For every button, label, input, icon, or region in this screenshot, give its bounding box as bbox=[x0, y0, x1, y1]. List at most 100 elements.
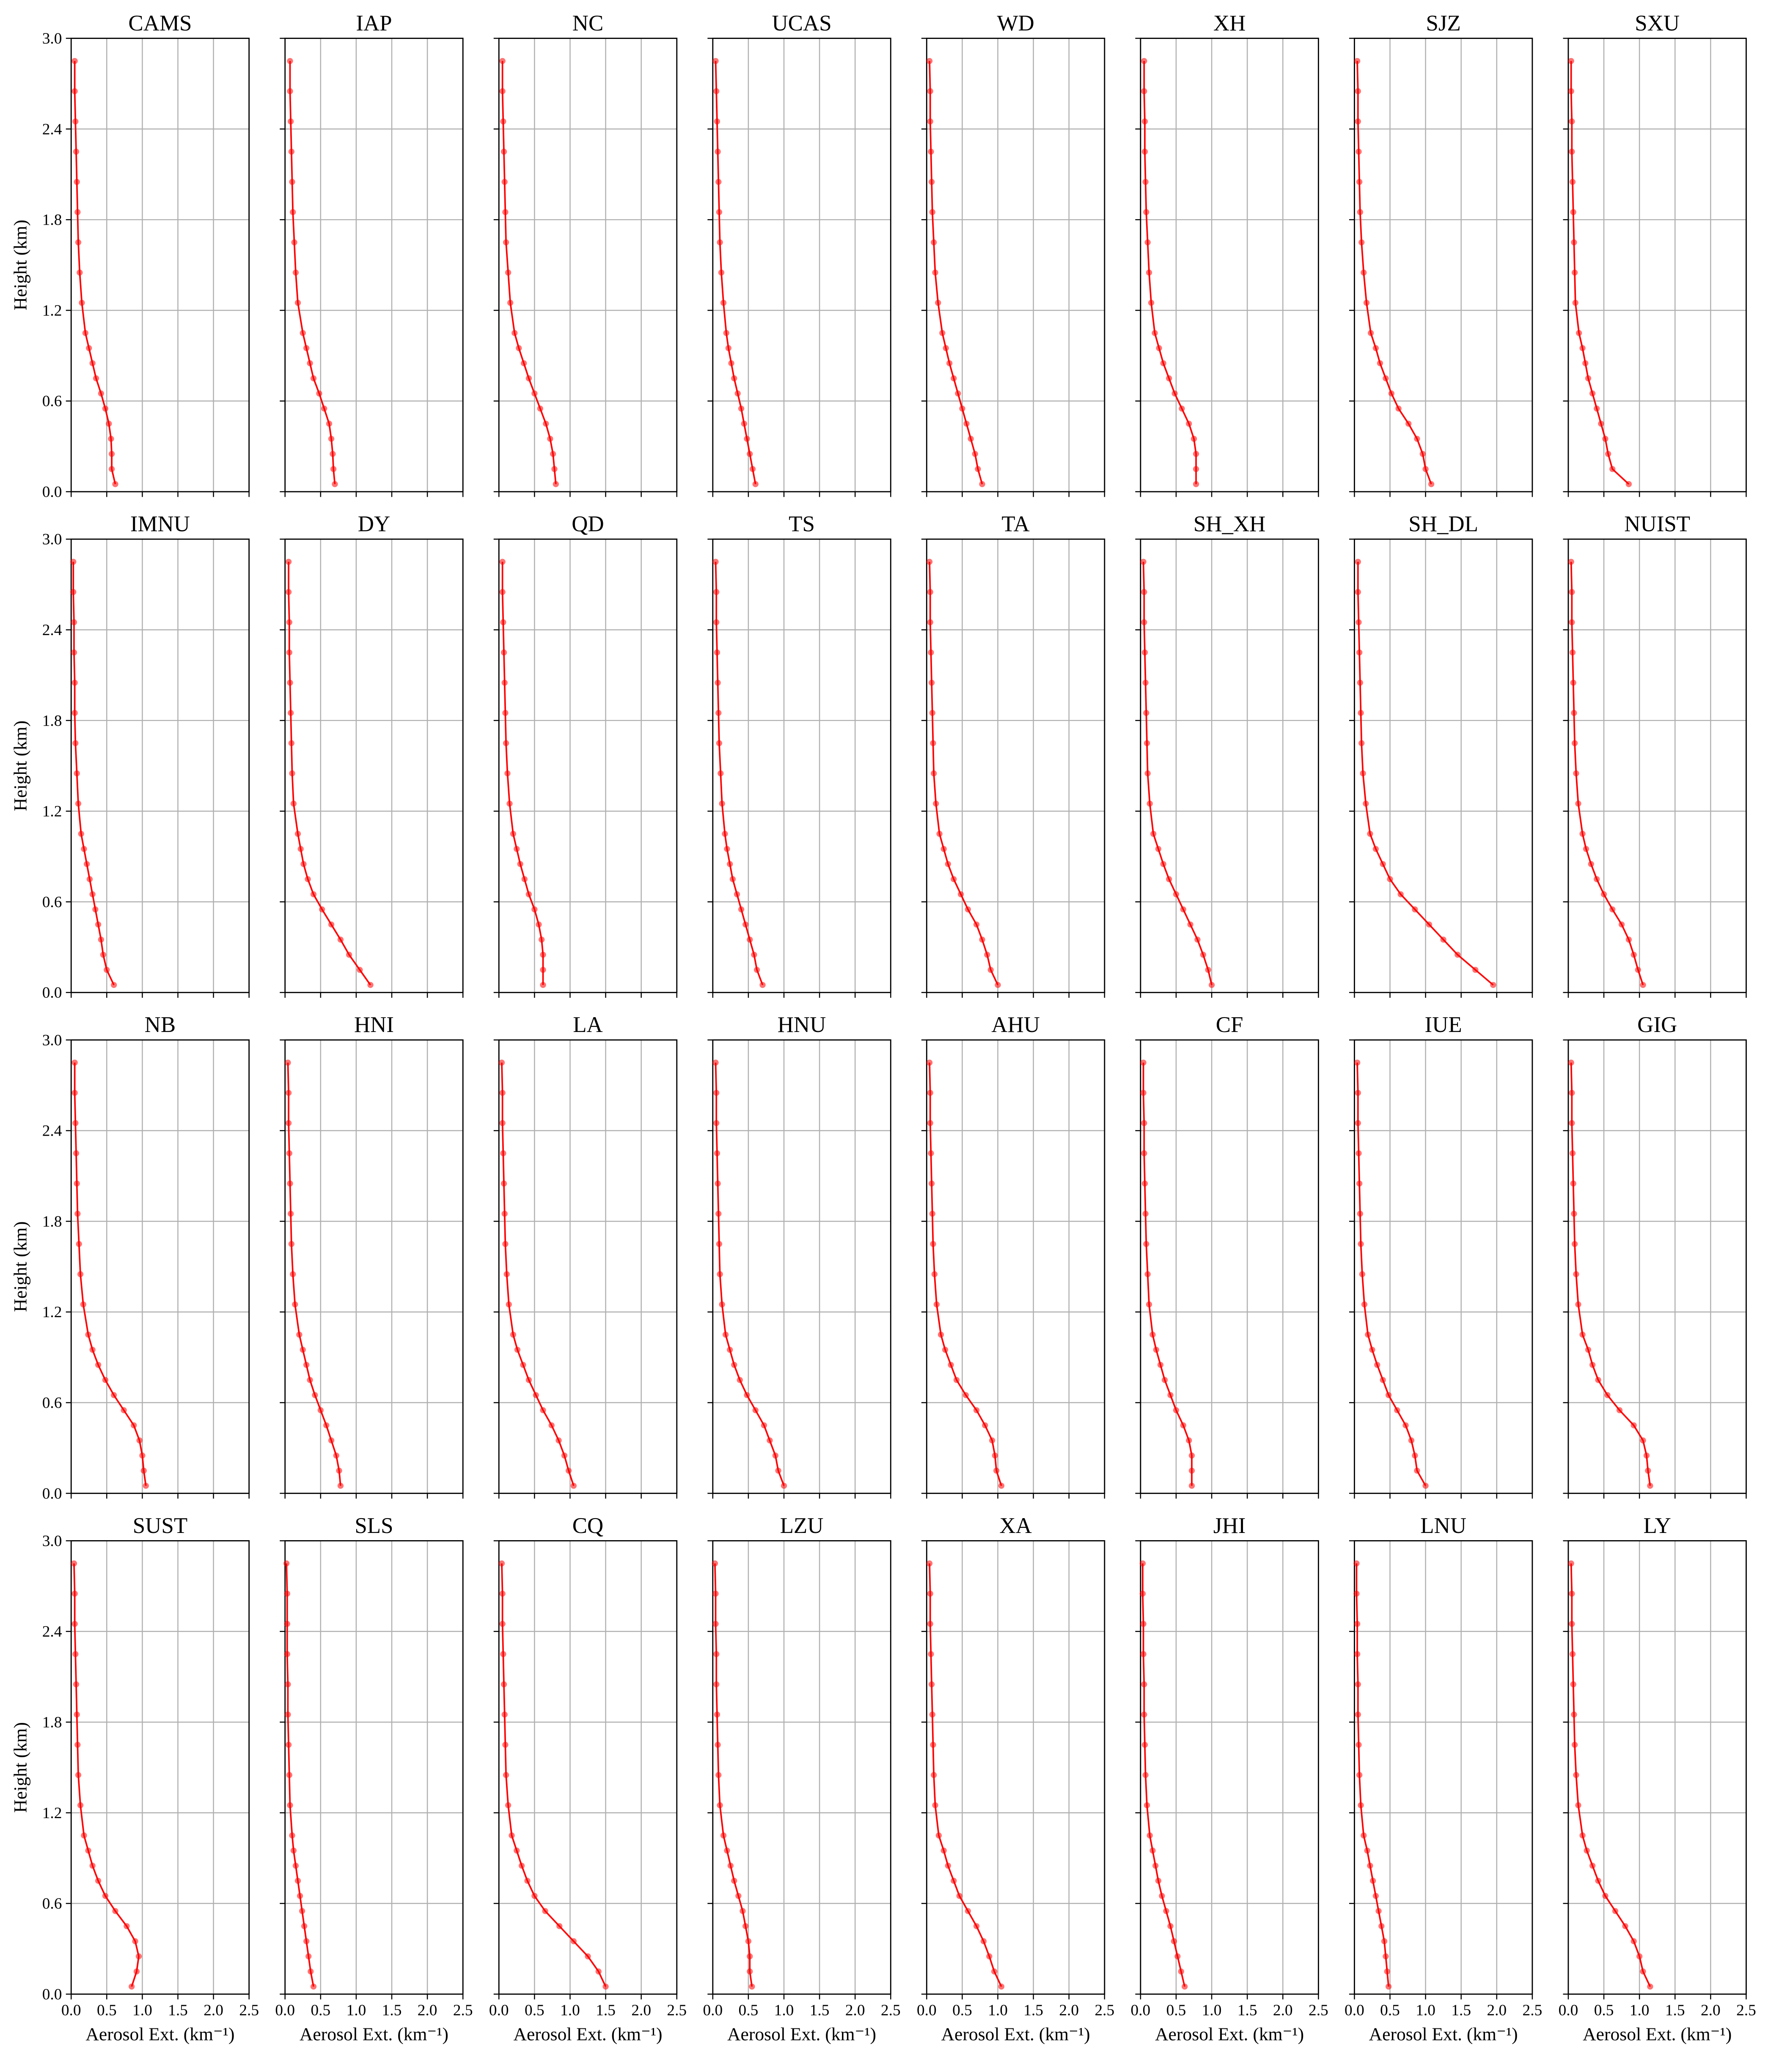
profile-point bbox=[1575, 1301, 1581, 1308]
profile-line bbox=[501, 1062, 575, 1486]
profile-point bbox=[986, 1953, 993, 1959]
profile-point bbox=[303, 1938, 310, 1945]
profile-point bbox=[712, 1590, 719, 1597]
profile-point bbox=[1584, 1847, 1590, 1854]
x-tick-label: 1.0 bbox=[132, 2002, 152, 2019]
profile-point bbox=[1589, 1362, 1596, 1368]
profile-point bbox=[767, 1437, 773, 1444]
profile-point bbox=[1640, 982, 1646, 988]
profile-point bbox=[998, 1483, 1005, 1489]
profile-point bbox=[1570, 1180, 1576, 1187]
x-tick-label: 0.0 bbox=[1345, 2002, 1364, 2019]
profile-point bbox=[945, 1863, 951, 1869]
profile-point bbox=[71, 1059, 78, 1066]
profile-point bbox=[1178, 1968, 1184, 1975]
profile-point bbox=[337, 936, 344, 943]
profile-point bbox=[501, 179, 508, 185]
profile-point bbox=[716, 209, 723, 215]
x-tick-label: 0.0 bbox=[1131, 2002, 1151, 2019]
profile-point bbox=[74, 1180, 80, 1187]
x-tick-label: 2.5 bbox=[1094, 2002, 1114, 2019]
profile-point bbox=[70, 589, 77, 595]
x-tick-label: 1.5 bbox=[382, 2002, 402, 2019]
profile-point bbox=[724, 846, 730, 852]
profile-point bbox=[747, 1953, 753, 1959]
profile-point bbox=[548, 1422, 555, 1428]
profile-point bbox=[742, 1923, 749, 1929]
profile-point bbox=[931, 1271, 938, 1277]
profile-point bbox=[752, 1407, 759, 1414]
profile-point bbox=[1372, 1893, 1379, 1899]
profile-point bbox=[286, 1150, 292, 1156]
profile-point bbox=[712, 559, 719, 565]
x-tick-label: 0.0 bbox=[275, 2002, 295, 2019]
profile-point bbox=[972, 451, 978, 457]
profile-point bbox=[533, 1392, 539, 1398]
profile-point bbox=[514, 1346, 521, 1353]
profile-point bbox=[501, 1211, 508, 1217]
profile-point bbox=[1380, 861, 1386, 867]
panel-title: SLS bbox=[355, 1513, 393, 1538]
profile-point bbox=[1356, 1180, 1363, 1187]
profile-point bbox=[1179, 405, 1185, 412]
profile-point bbox=[1640, 1437, 1646, 1444]
profile-point bbox=[85, 1332, 91, 1338]
profile-point bbox=[520, 1362, 526, 1368]
x-tick-label: 2.0 bbox=[631, 2002, 651, 2019]
x-tick-label: 1.0 bbox=[988, 2002, 1008, 2019]
x-tick-label: 0.5 bbox=[952, 2002, 972, 2019]
profile-point bbox=[927, 88, 933, 94]
profile-point bbox=[74, 179, 80, 185]
x-tick-label: 0.0 bbox=[489, 2002, 509, 2019]
profile-point bbox=[1146, 1301, 1152, 1308]
profile-point bbox=[288, 1241, 295, 1247]
profile-point bbox=[561, 1452, 568, 1459]
x-tick-label: 1.5 bbox=[1023, 2002, 1043, 2019]
profile-point bbox=[741, 421, 747, 427]
profile-point bbox=[962, 1392, 969, 1398]
profile-point bbox=[1569, 149, 1575, 155]
profile-point bbox=[1173, 1407, 1180, 1414]
profile-point bbox=[124, 1923, 130, 1929]
profile-point bbox=[501, 1712, 508, 1718]
panel: IAP bbox=[280, 11, 464, 497]
profile-point bbox=[1356, 1742, 1362, 1748]
profile-point bbox=[930, 1241, 936, 1247]
profile-point bbox=[75, 239, 82, 245]
axes-frame bbox=[1354, 1540, 1533, 1995]
profile-point bbox=[570, 1938, 577, 1945]
profile-point bbox=[1153, 1346, 1160, 1353]
profile-point bbox=[108, 466, 115, 472]
profile-point bbox=[992, 1452, 998, 1459]
profile-point bbox=[337, 1483, 344, 1489]
axes-frame bbox=[498, 1540, 678, 1995]
profile-point bbox=[80, 1301, 86, 1308]
profile-point bbox=[1426, 921, 1433, 928]
profile-point bbox=[71, 1090, 78, 1096]
y-tick-label: 1.8 bbox=[42, 212, 62, 229]
profile-point bbox=[1357, 209, 1364, 215]
profile-point bbox=[1356, 1150, 1362, 1156]
profile-point bbox=[1141, 1681, 1147, 1687]
profile-point bbox=[1394, 1407, 1400, 1414]
profile-point bbox=[285, 1120, 292, 1126]
profile-point bbox=[285, 589, 292, 595]
profile-point bbox=[1152, 1863, 1159, 1869]
profile-point bbox=[71, 58, 78, 64]
profile-point bbox=[79, 300, 85, 306]
profile-point bbox=[737, 1377, 743, 1383]
x-tick-label: 0.5 bbox=[1166, 2002, 1186, 2019]
profile-point bbox=[100, 952, 107, 958]
profile-point bbox=[1354, 1059, 1361, 1066]
profile-point bbox=[500, 149, 507, 155]
profile-point bbox=[500, 1150, 506, 1156]
profile-point bbox=[290, 209, 296, 215]
profile-point bbox=[542, 1908, 548, 1914]
panel: XH bbox=[1135, 11, 1319, 497]
profile-point bbox=[712, 1621, 719, 1627]
profile-point bbox=[1405, 421, 1412, 427]
profile-point bbox=[713, 619, 720, 625]
profile-point bbox=[1171, 390, 1178, 397]
panel: IUE bbox=[1349, 1013, 1533, 1499]
profile-point bbox=[95, 921, 102, 928]
